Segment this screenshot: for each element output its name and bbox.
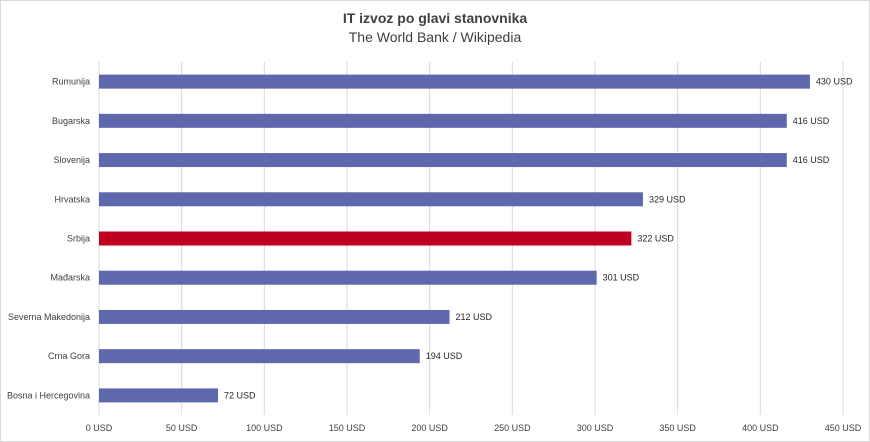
data-label: 72 USD (224, 390, 256, 400)
x-tick-label: 200 USD (411, 423, 448, 433)
x-tick-label: 100 USD (246, 423, 283, 433)
x-tick-label: 300 USD (577, 423, 614, 433)
bar (99, 270, 597, 285)
data-label: 194 USD (426, 351, 463, 361)
y-tick-label: Srbija (67, 234, 90, 244)
bar (99, 74, 810, 89)
y-tick-label: Hrvatska (54, 194, 90, 204)
bar (99, 113, 787, 128)
labels: 0 USD 50 USD 100 USD 150 USD 200 USD 250 USD 3… (7, 77, 862, 433)
data-label: 301 USD (603, 273, 640, 283)
x-tick-label: 450 USD (825, 423, 862, 433)
data-label: 416 USD (793, 116, 830, 126)
x-tick-label: 150 USD (329, 423, 366, 433)
data-label: 212 USD (456, 312, 493, 322)
y-tick-label: Slovenija (53, 155, 90, 165)
data-label: 416 USD (793, 155, 830, 165)
bar (99, 388, 219, 403)
bar (99, 349, 420, 364)
y-tick-label: Severna Makedonija (8, 312, 90, 322)
x-tick-label: 250 USD (494, 423, 531, 433)
x-tick-label: 400 USD (742, 423, 779, 433)
y-tick-label: Bosna i Hercegovina (7, 390, 90, 400)
data-label: 322 USD (637, 234, 674, 244)
y-tick-label: Bugarska (52, 116, 90, 126)
bar (99, 192, 643, 207)
bar (99, 153, 787, 168)
y-tick-label: Crna Gora (48, 351, 90, 361)
x-tick-label: 50 USD (166, 423, 198, 433)
bar (99, 309, 450, 324)
y-tick-label: Mađarska (50, 273, 90, 283)
bars (99, 74, 810, 403)
x-tick-label: 350 USD (659, 423, 696, 433)
chart-subtitle: The World Bank / Wikipedia (348, 29, 522, 45)
bar (99, 231, 632, 246)
y-tick-label: Rumunija (52, 77, 90, 87)
data-label: 329 USD (649, 194, 686, 204)
x-tick-label: 0 USD (86, 423, 113, 433)
data-label: 430 USD (816, 77, 853, 87)
chart-title: IT izvoz po glavi stanovnika (342, 10, 528, 26)
